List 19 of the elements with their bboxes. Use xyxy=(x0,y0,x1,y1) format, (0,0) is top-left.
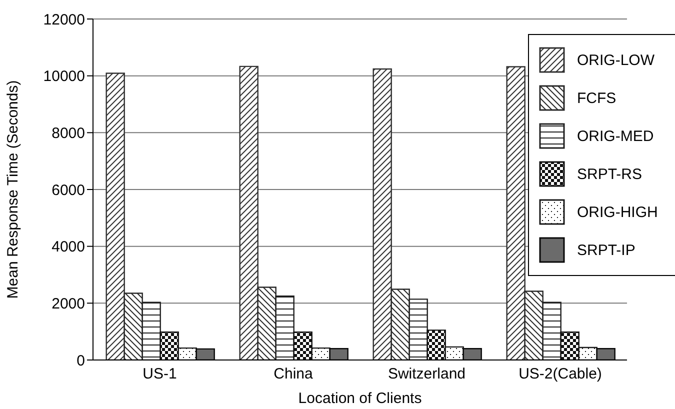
legend-label: SRPT-IP xyxy=(577,242,636,258)
y-tick-label: 8000 xyxy=(52,124,85,142)
y-tick-label: 10000 xyxy=(43,68,85,86)
x-axis-title: Location of Clients xyxy=(298,390,422,407)
x-tick-label: China xyxy=(274,366,314,383)
y-tick-label: 0 xyxy=(76,352,85,370)
legend-label: FCFS xyxy=(577,90,616,106)
legend-label: ORIG-MED xyxy=(577,128,654,144)
x-tick-label: Switzerland xyxy=(388,366,466,383)
y-tick-label: 4000 xyxy=(52,238,85,256)
y-tick-label: 2000 xyxy=(52,295,85,312)
y-tick-label: 12000 xyxy=(43,11,85,28)
x-tick-label: US-2(Cable) xyxy=(518,366,602,383)
legend-label: ORIG-HIGH xyxy=(577,204,658,220)
y-tick-label: 6000 xyxy=(52,182,85,199)
legend-label: SRPT-RS xyxy=(577,166,642,182)
y-axis-title: Mean Response Time (Seconds) xyxy=(4,80,22,299)
x-tick-label: US-1 xyxy=(142,366,177,383)
legend-label: ORIG-LOW xyxy=(577,52,654,68)
